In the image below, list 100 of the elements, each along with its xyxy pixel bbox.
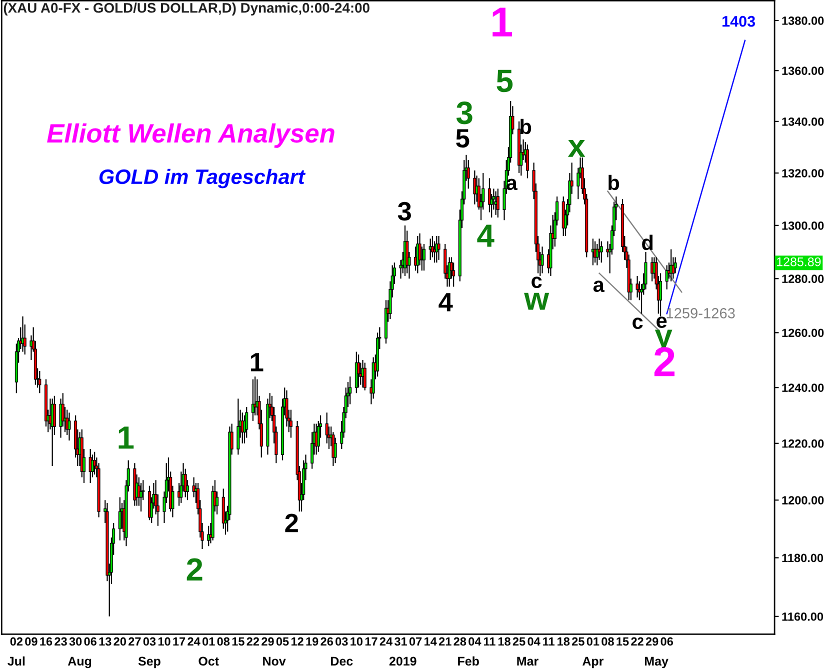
candlestick [636,275,639,298]
annotation: 1 [492,8,512,36]
x-tick-label: 29 [262,637,274,646]
annotation: 4 [438,293,453,312]
text: Elliott Wellen Analysen [47,123,334,148]
annotation: 3 [398,202,411,221]
x2-tick-label: 2019 [389,656,416,666]
candlestick [93,451,96,475]
x-tick-label: 23 [54,637,67,646]
x-tick-label: 06 [84,637,96,646]
x-tick-label: 03 [336,637,348,646]
y-tick-label: 1240.00 [782,384,824,392]
annotation: 1 [250,353,264,372]
x2-tick-label: Apr [582,656,604,668]
x-tick-label: 15 [616,637,629,646]
x-tick-label: 11 [484,637,496,646]
x-tick-label: 01 [586,637,600,646]
candlestick [437,235,440,260]
annotation: 1259-1263 [666,308,735,318]
annotation: b [520,118,532,134]
x-tick-label: 28 [454,637,466,646]
x2-tick-label: May [644,656,668,668]
annotation: 4 [477,224,494,247]
y-tick-label: 1360.00 [782,66,824,76]
y-tick-label: 1340.00 [782,117,824,126]
x-tick-label: 04 [468,637,482,646]
candlestick [665,264,668,290]
candlestick [600,240,603,264]
annotation: x [568,140,586,157]
y-tick-label: 1380.00 [782,16,824,25]
x-tick-label: 30 [69,637,82,646]
candlestick [526,144,529,179]
x-tick-label: 26 [320,637,333,646]
x-tick-label: 14 [424,637,437,646]
candlestick [38,370,42,394]
x2-tick-label: Oct [198,656,219,666]
annotation: b [608,174,620,190]
annotation: d [642,234,653,250]
x-tick-label: 17 [365,637,378,646]
x-tick-label: 21 [438,637,452,646]
x-tick-label: 29 [646,637,658,646]
annotation: c [632,318,643,330]
x-tick-label: 08 [217,637,230,646]
x-tick-label: 15 [232,637,244,646]
x2-tick-label: Mar [517,656,538,666]
annotation: 3 [456,102,472,124]
x-tick-label: 04 [528,637,540,646]
annotation: e [656,316,667,328]
y-tick-label: 1260.00 [782,328,824,338]
x-tick-label: 22 [246,637,260,646]
annotation: 2 [186,558,202,581]
candlestick [118,496,122,541]
text: 1285.89 [777,257,821,266]
x-tick-label: 05 [276,637,289,646]
candlestick [363,362,366,391]
x-tick-label: 09 [25,637,38,646]
x2-tick-label: Nov [263,656,286,666]
x-tick-label: 10 [350,637,363,646]
annotation: c [532,276,542,288]
x-tick-label: 02 [10,637,23,646]
x-tick-label: 31 [394,637,408,646]
candlestick [236,398,240,456]
annotation: 5 [496,70,513,92]
x-tick-label: 25 [572,637,584,646]
x-tick-label: 19 [306,637,318,646]
x-tick-label: 20 [114,637,126,646]
x-tick-label: 12 [291,637,304,646]
x-tick-label: 08 [602,637,614,646]
y-tick-label: 1320.00 [782,169,824,178]
x-tick-label: 27 [128,637,141,646]
y-tick-label: 1220.00 [782,439,824,448]
candlestick [496,188,500,218]
x2-tick-label: Sep [138,656,160,668]
x-tick-label: 03 [143,637,156,646]
candlestick [473,170,476,205]
annotation: GOLD im Tageschart [99,168,306,188]
y-tick-label: 1160.00 [782,612,824,621]
x-tick-label: 07 [409,637,422,646]
x-tick-label: 01 [202,637,215,646]
y-tick-label: 1280.00 [782,274,824,284]
annotation: 1 [118,426,134,449]
y-tick-label: 1200.00 [782,496,824,504]
y-tick-label: 1180.00 [782,554,824,562]
x-tick-label: 16 [40,637,52,646]
candlestick [540,246,544,274]
x-tick-label: 13 [99,637,112,646]
x2-tick-label: Jul [8,656,25,666]
candlestick [348,376,352,405]
annotation: 2 [285,514,298,532]
x-tick-label: 10 [158,637,170,646]
x-tick-label: 24 [188,637,200,646]
x2-tick-label: Aug [68,656,92,668]
x2-tick-label: Dec [331,656,353,666]
chart-title: (XAU A0-FX - GOLD/US DOLLAR,D) Dynamic,0:00-24:00 [4,2,370,16]
annotation: 5 [456,129,470,148]
candlestick [435,235,438,264]
x-tick-label: 18 [498,637,510,646]
x-tick-label: 24 [380,637,392,646]
annotation: 1403 [722,16,756,27]
x2-tick-label: Feb [458,656,479,666]
